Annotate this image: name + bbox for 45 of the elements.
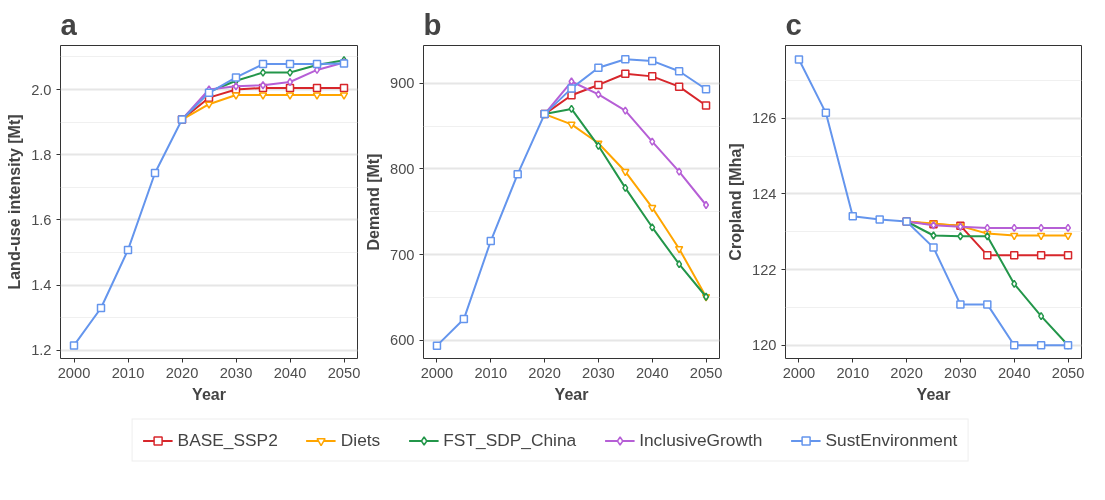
y-tick-label: 124: [752, 185, 777, 202]
legend-label: Diets: [340, 429, 381, 451]
x-tick-label: 2000: [57, 364, 91, 381]
y-tick-label: 120: [752, 337, 777, 354]
x-tick-label: 2050: [1051, 364, 1085, 381]
x-axis-title: Year: [916, 385, 951, 403]
y-axis-title: Cropland [Mha]: [727, 143, 745, 261]
y-tick-label: 1.4: [31, 277, 52, 294]
legend-label: SustEnvironment: [825, 429, 958, 451]
y-axis-title: Demand [Mt]: [365, 153, 383, 251]
x-tick-label: 2040: [635, 364, 669, 381]
y-tick-label: 126: [752, 110, 777, 127]
y-axis-title: Land-use intensity [Mt]: [6, 114, 24, 290]
y-tick-label: 2.0: [31, 81, 52, 98]
y-tick-label: 800: [390, 160, 415, 177]
x-axis-title: Year: [192, 385, 226, 403]
y-tick-label: 900: [390, 75, 415, 92]
y-tick-label: 1.2: [31, 342, 52, 359]
y-tick-label: 1.6: [31, 211, 52, 228]
y-tick-label: 122: [752, 261, 777, 278]
legend-label: InclusiveGrowth: [639, 429, 763, 451]
chart-title: b: [423, 7, 442, 41]
y-tick-label: 700: [390, 246, 415, 263]
x-tick-label: 2010: [836, 364, 870, 381]
x-tick-label: 2000: [420, 364, 454, 381]
chart-title: c: [785, 7, 802, 41]
x-axis-title: Year: [554, 385, 589, 403]
legend-label: FST_SDP_China: [443, 429, 577, 451]
x-tick-label: 2010: [474, 364, 508, 381]
x-tick-label: 2040: [273, 364, 307, 381]
y-tick-label: 600: [390, 332, 415, 349]
x-tick-label: 2020: [165, 364, 199, 381]
x-tick-label: 2020: [528, 364, 561, 381]
x-tick-label: 2050: [689, 364, 723, 381]
x-tick-label: 2030: [582, 364, 615, 381]
x-tick-label: 2020: [890, 364, 923, 381]
y-tick-label: 1.8: [31, 146, 52, 163]
legend-label: BASE_SSP2: [177, 429, 278, 451]
x-tick-label: 2010: [111, 364, 145, 381]
x-tick-label: 2000: [782, 364, 816, 381]
x-tick-label: 2030: [944, 364, 977, 381]
x-tick-label: 2040: [997, 364, 1031, 381]
chart-title: a: [60, 7, 78, 41]
x-tick-label: 2050: [327, 364, 361, 381]
x-tick-label: 2030: [219, 364, 253, 381]
